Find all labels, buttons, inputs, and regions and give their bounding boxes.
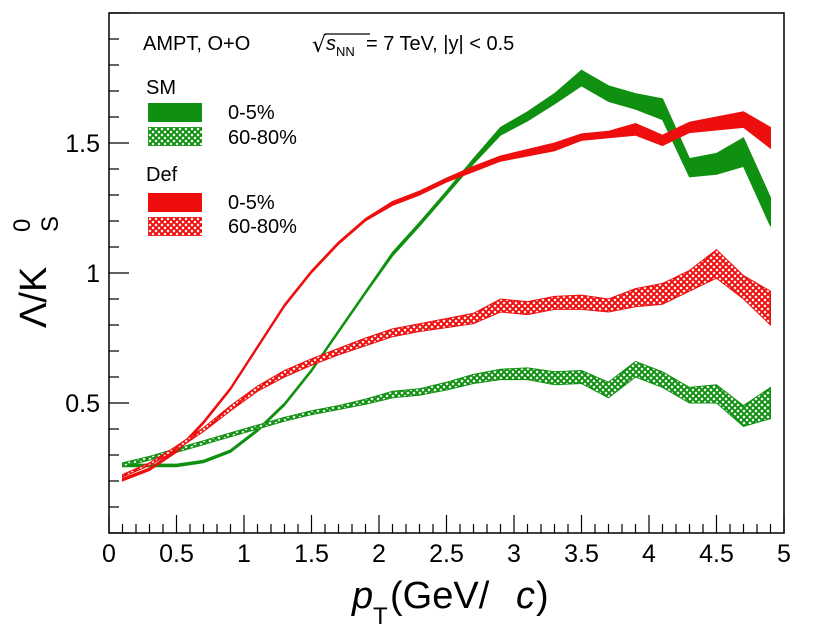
legend: SM 0-5% 60-80% Def 0-5% 60-80% xyxy=(146,77,297,238)
x-tick-label: 1 xyxy=(237,540,251,568)
legend-swatch-def-peripheral xyxy=(148,217,202,236)
y-tick-label: 1.5 xyxy=(65,130,100,158)
legend-label-def-central: 0-5% xyxy=(228,192,275,214)
legend-label-def-peripheral: 60-80% xyxy=(228,216,297,238)
sqrt-symbol: √ xyxy=(312,33,327,58)
x-tick-label: 4 xyxy=(642,540,656,568)
axis-tick-labels: 0 0.5 1 1.5 2 2.5 3 3.5 4 4.5 5 0.5 1 1.5 xyxy=(65,130,791,568)
annotation-suffix: = 7 TeV, |y| < 0.5 xyxy=(366,33,514,55)
x-tick-label: 0 xyxy=(102,540,116,568)
y-title-sub: S xyxy=(37,216,64,232)
x-tick-label: 5 xyxy=(777,540,791,568)
axis-ticks xyxy=(108,12,785,534)
x-title-rest-close: ) xyxy=(536,575,549,617)
x-tick-label: 4.5 xyxy=(699,540,734,568)
y-title-lambda-slash-k: Λ/K xyxy=(13,267,55,328)
y-title-lambda: Λ xyxy=(13,302,55,328)
y-tick-label: 0.5 xyxy=(65,390,100,418)
x-title-sub: T xyxy=(373,603,388,630)
band-sm-60-80pct xyxy=(122,360,771,468)
legend-title-sm: SM xyxy=(146,77,176,99)
band-def-60-80pct xyxy=(122,248,771,478)
legend-swatch-def-central xyxy=(148,193,202,212)
annotation-prefix: AMPT, O+O xyxy=(143,33,250,55)
x-tick-label: 1.5 xyxy=(294,540,329,568)
y-title-slash: / xyxy=(13,292,55,303)
legend-swatch-sm-peripheral xyxy=(148,127,202,146)
x-tick-label: 2.5 xyxy=(429,540,464,568)
x-title-rest-open: (GeV/ xyxy=(390,575,490,617)
y-title-sup: 0 xyxy=(9,219,36,232)
annotation-s: s xyxy=(326,33,336,55)
annotation: AMPT, O+O √ s NN = 7 TeV, |y| < 0.5 xyxy=(143,33,514,59)
x-tick-label: 3.5 xyxy=(564,540,599,568)
data-bands xyxy=(122,69,771,482)
annotation-nn: NN xyxy=(336,44,355,59)
x-tick-label: 0.5 xyxy=(159,540,194,568)
x-tick-label: 2 xyxy=(372,540,386,568)
plot-frame xyxy=(108,12,785,534)
x-tick-label: 3 xyxy=(507,540,521,568)
x-title-c: c xyxy=(516,575,535,617)
legend-label-sm-central: 0-5% xyxy=(228,102,275,124)
x-axis-title: p T (GeV/ c ) xyxy=(351,575,549,630)
legend-title-def: Def xyxy=(146,164,178,186)
legend-label-sm-peripheral: 60-80% xyxy=(228,127,297,149)
y-tick-label: 1 xyxy=(86,260,100,288)
x-title-p: p xyxy=(351,575,373,617)
legend-swatch-sm-central xyxy=(148,103,202,122)
y-title-k: K xyxy=(13,267,55,292)
y-axis-title: Λ/K 0 S xyxy=(9,216,64,328)
band-def-0-5pct xyxy=(122,111,771,482)
